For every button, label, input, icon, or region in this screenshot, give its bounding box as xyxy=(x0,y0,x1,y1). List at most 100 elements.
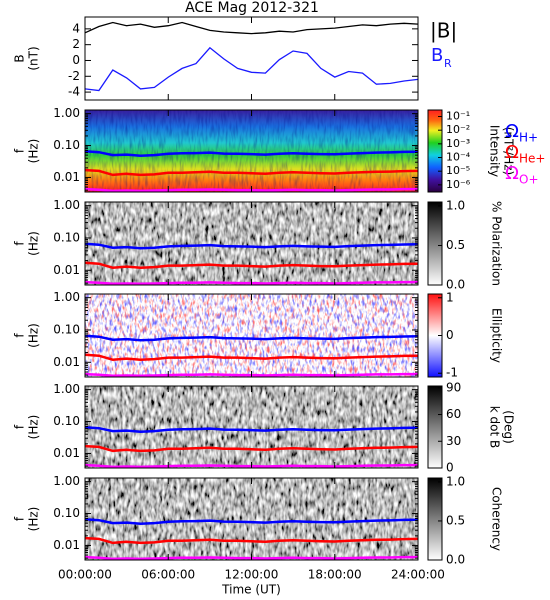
gyrofrequency-line xyxy=(85,536,418,545)
legend-entry: O+ xyxy=(519,173,539,187)
legend-entry: B xyxy=(431,45,443,66)
y-tick-label: 1.00 xyxy=(53,290,80,304)
colorbar-tick-label: 10⁻³ xyxy=(446,137,470,150)
colorbar-label: Coherency xyxy=(490,487,504,551)
chart-title: ACE Mag 2012-321 xyxy=(185,0,319,16)
colorbar xyxy=(427,477,443,561)
gyrofrequency-line xyxy=(85,261,418,269)
y-tick-label: 1.00 xyxy=(53,474,80,488)
y-tick-label: 0 xyxy=(72,53,80,67)
y-axis-label: f xyxy=(13,516,27,521)
legend-subscript: R xyxy=(444,57,452,70)
y-axis-label: f xyxy=(13,333,27,338)
x-tick-label: 12:00:00 xyxy=(225,568,279,582)
gyrofrequency-line xyxy=(85,334,418,342)
colorbar-tick-label: -1 xyxy=(446,366,458,380)
colorbar-label: (nT²/Hz) xyxy=(502,127,516,175)
colorbar-tick-label: 0.0 xyxy=(446,278,465,292)
y-tick-label: 0.10 xyxy=(53,230,80,244)
y-axis-label: f xyxy=(13,424,27,429)
spectrogram-texture xyxy=(85,478,418,560)
x-tick-label: 24:00:00 xyxy=(391,568,445,582)
colorbar-tick-label: 0 xyxy=(446,461,454,475)
y-tick-label: 1.00 xyxy=(53,198,80,212)
colorbar-tick-label: 1.0 xyxy=(446,474,465,488)
spectrogram-texture xyxy=(85,386,418,468)
legend-entry: He+ xyxy=(519,152,545,166)
y-axis-label: f xyxy=(13,148,27,153)
gyrofrequency-line xyxy=(85,150,418,157)
y-tick-label: 0.10 xyxy=(53,506,80,520)
colorbar-label: Ellipticity xyxy=(490,308,504,363)
colorbar-label: Intensity xyxy=(488,125,502,177)
colorbar-tick-label: 10⁻² xyxy=(446,123,470,136)
y-tick-label: 0.01 xyxy=(53,446,80,460)
legend-symbol: Ω xyxy=(505,142,519,163)
colorbar xyxy=(427,385,443,469)
y-axis-label: (Hz) xyxy=(27,139,41,164)
colorbar-tick-label: 10⁻⁴ xyxy=(446,151,471,164)
y-tick-label: 0.01 xyxy=(53,538,80,552)
legend-entry: |B| xyxy=(430,19,457,43)
y-tick-label: 0.01 xyxy=(53,263,80,277)
line xyxy=(85,21,418,35)
y-axis-label: (Hz) xyxy=(27,415,41,440)
colorbar-tick-label: 0.5 xyxy=(446,513,465,527)
y-axis-label: B xyxy=(13,54,27,62)
colorbar-label: (Deg) xyxy=(502,410,516,444)
spectrogram-texture xyxy=(85,110,418,192)
y-tick-label: 0.01 xyxy=(53,170,80,184)
spectrogram-texture xyxy=(85,202,418,285)
y-axis-label: f xyxy=(13,241,27,246)
y-axis-label: (nT) xyxy=(27,46,41,70)
colorbar-label: % Polarization xyxy=(490,201,504,286)
colorbar-tick-label: 90 xyxy=(446,380,461,394)
y-tick-label: 2 xyxy=(72,37,80,51)
colorbar-tick-label: 0.0 xyxy=(446,553,465,567)
y-tick-label: 0.10 xyxy=(53,322,80,336)
y-tick-label: -2 xyxy=(68,69,80,83)
panel xyxy=(85,294,418,377)
line xyxy=(85,46,418,92)
y-axis-label: (Hz) xyxy=(27,323,41,348)
colorbar-label: k dot B xyxy=(488,406,502,448)
legend-symbol: Ω xyxy=(505,163,519,184)
panel xyxy=(85,478,418,560)
colorbar xyxy=(427,109,443,193)
gyrofrequency-line xyxy=(85,444,418,453)
colorbar-tick-label: 10⁻¹ xyxy=(446,110,470,123)
colorbar-tick-label: 10⁻⁶ xyxy=(446,178,471,191)
colorbar-tick-label: 1 xyxy=(446,290,454,304)
y-tick-label: 0.01 xyxy=(53,355,80,369)
panel xyxy=(85,386,418,468)
x-tick-label: 06:00:00 xyxy=(141,568,195,582)
gyrofrequency-line xyxy=(85,353,418,361)
colorbar-tick-label: 0 xyxy=(446,328,454,342)
panel xyxy=(85,21,418,92)
legend-symbol: Ω xyxy=(505,121,519,142)
gyrofrequency-line xyxy=(85,242,418,250)
y-tick-label: 1.00 xyxy=(53,382,80,396)
y-axis-label: (Hz) xyxy=(27,231,41,256)
colorbar-tick-label: 0.5 xyxy=(446,238,465,252)
y-axis-label: (Hz) xyxy=(27,507,41,532)
gyrofrequency-line xyxy=(85,426,418,433)
y-tick-label: 0.10 xyxy=(53,138,80,152)
colorbar-tick-label: 60 xyxy=(446,407,461,421)
colorbar-tick-label: 30 xyxy=(446,434,461,448)
x-tick-label: 00:00:00 xyxy=(58,568,112,582)
colorbar xyxy=(427,201,443,286)
colorbar-tick-label: 1.0 xyxy=(446,198,465,212)
legend-entry: H+ xyxy=(519,131,538,145)
colorbar-tick-label: 10⁻⁵ xyxy=(446,164,470,177)
y-tick-label: 4 xyxy=(72,21,80,35)
gyrofrequency-line xyxy=(85,168,418,177)
y-tick-label: -4 xyxy=(68,85,80,99)
gyrofrequency-line xyxy=(85,518,418,525)
panel xyxy=(85,202,418,285)
y-tick-label: 1.00 xyxy=(53,106,80,120)
y-tick-label: 0.10 xyxy=(53,414,80,428)
spectrogram-texture xyxy=(85,294,418,377)
